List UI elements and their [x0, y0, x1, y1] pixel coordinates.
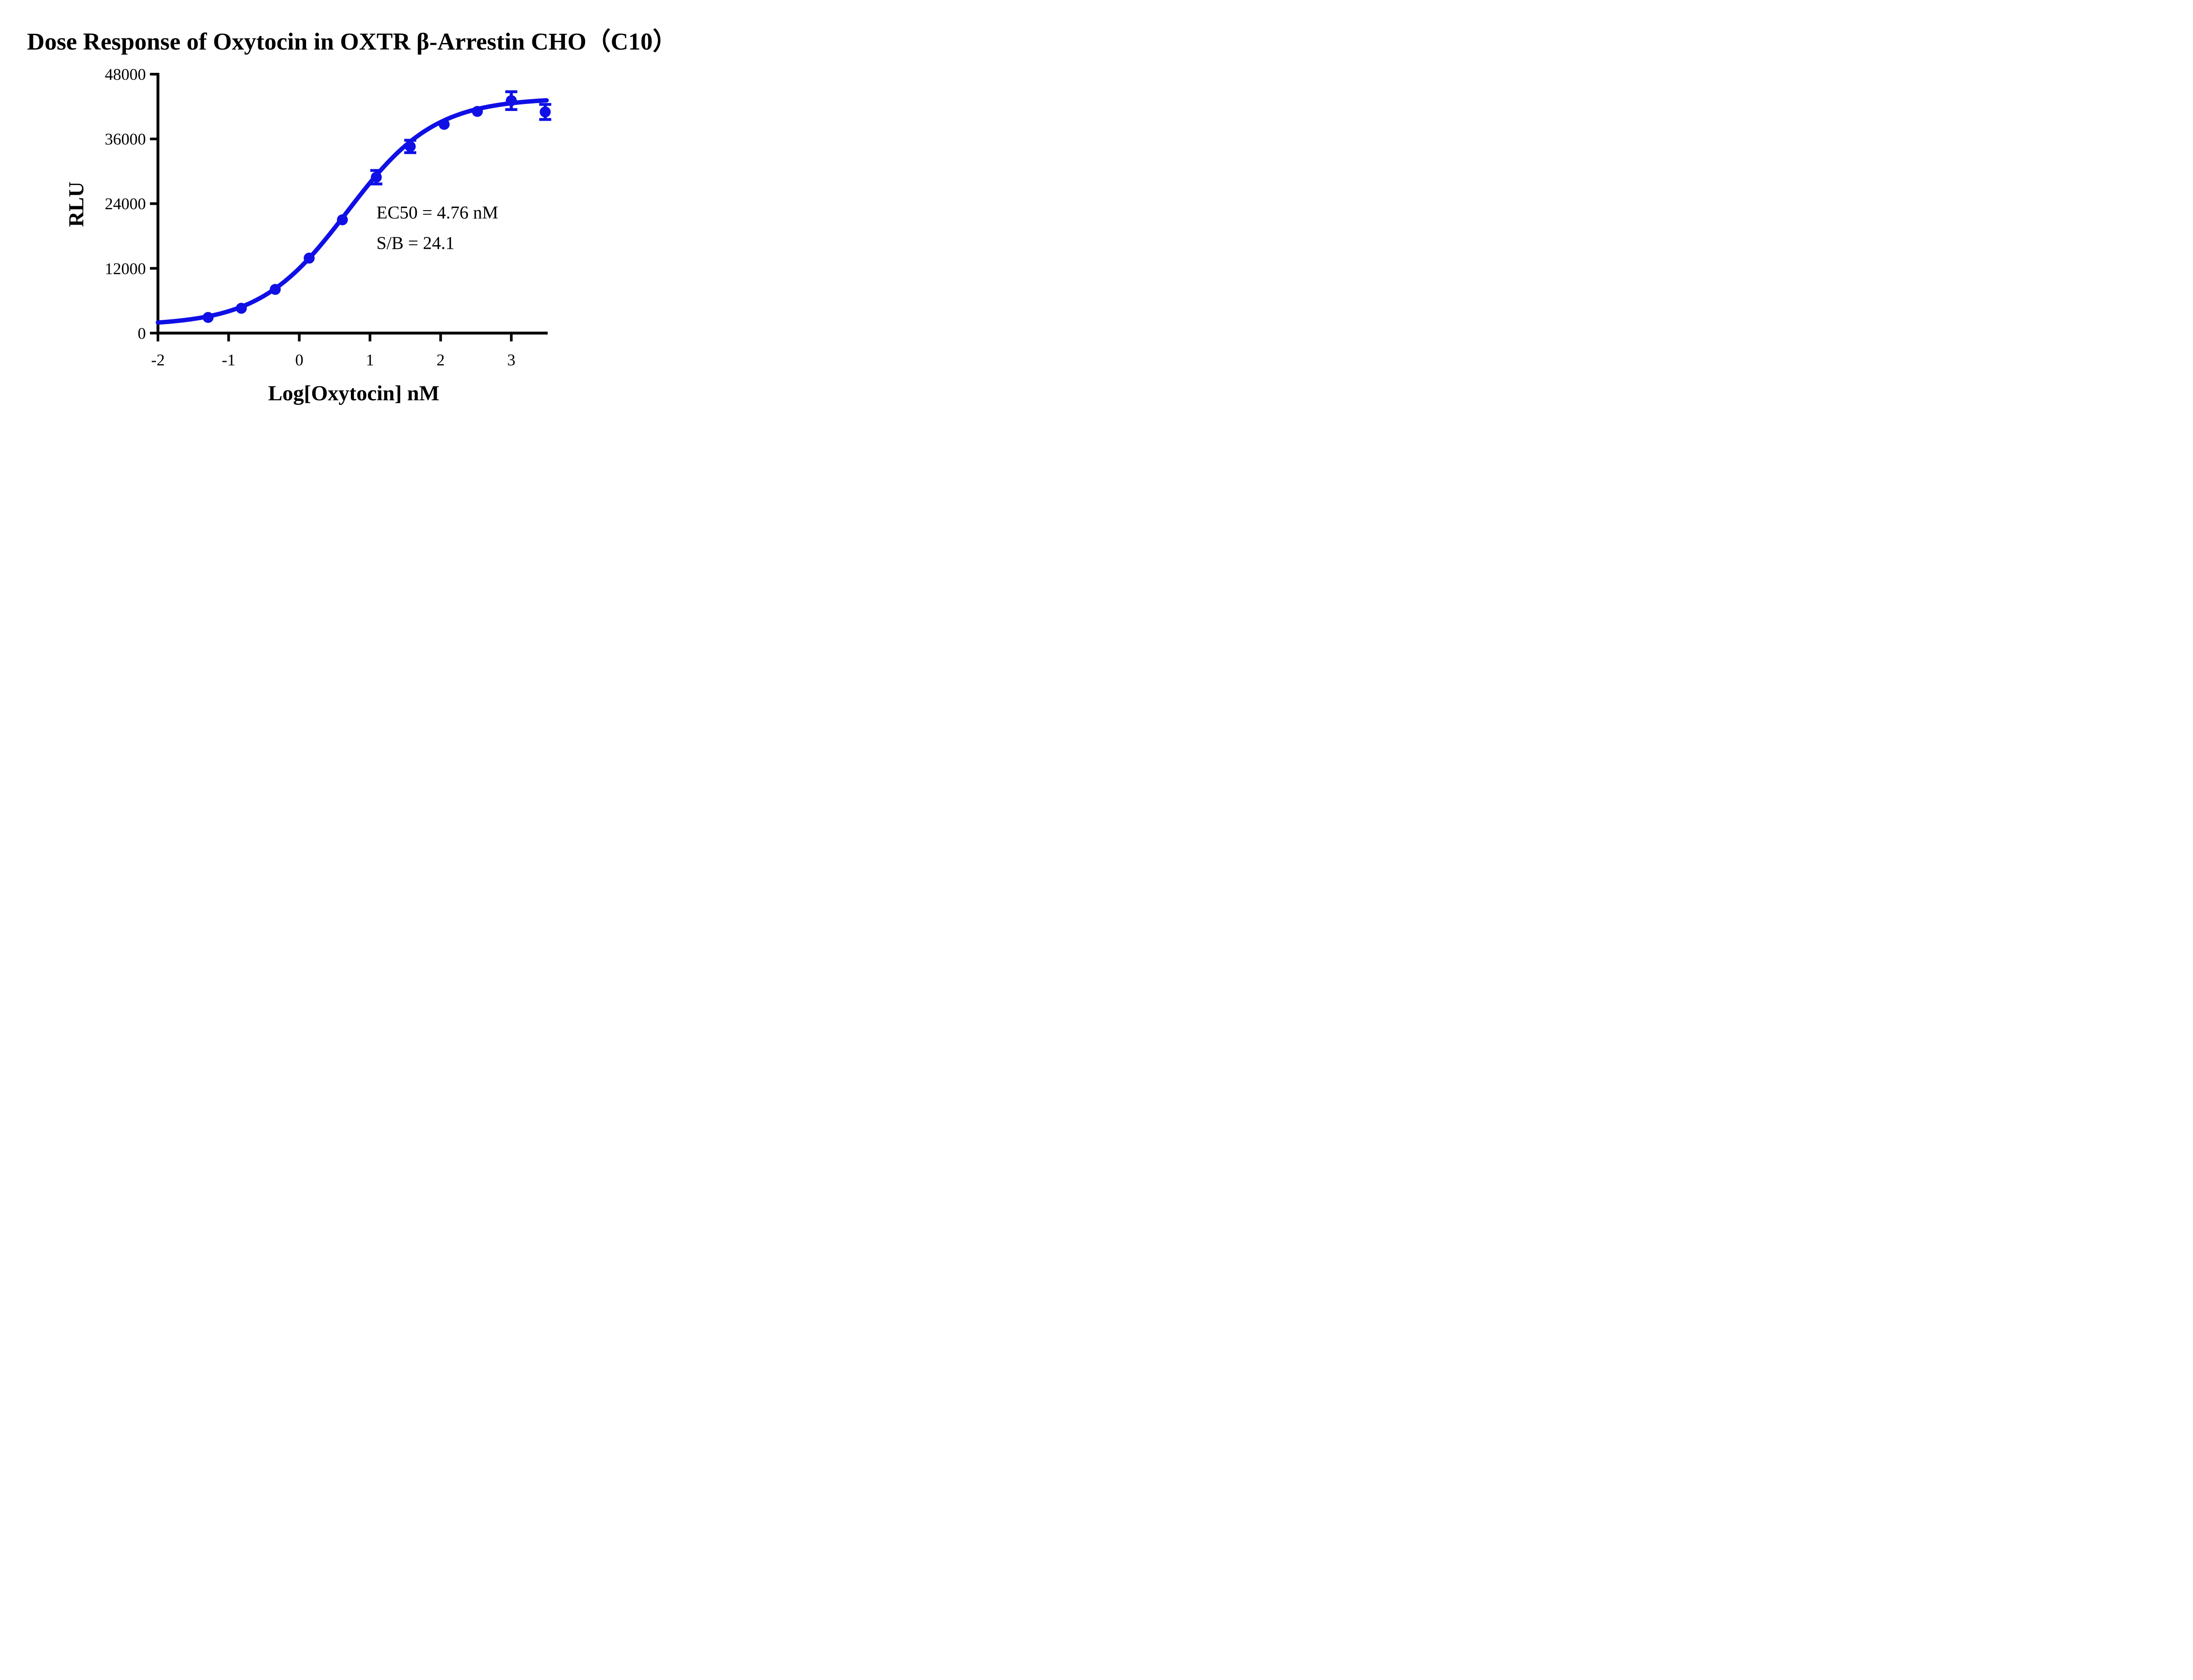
x-tick-label: 1 — [366, 351, 374, 369]
data-point — [471, 106, 483, 117]
ec50-annotation: EC50 = 4.76 nM — [376, 202, 498, 222]
data-point — [539, 106, 551, 118]
y-tick-label: 24000 — [105, 195, 146, 213]
data-point — [304, 252, 315, 264]
x-tick-label: -2 — [151, 351, 164, 369]
dose-response-chart: Dose Response of Oxytocin in OXTR β-Arre… — [27, 28, 677, 405]
x-axis-label: Log[Oxytocin] nM — [268, 381, 439, 405]
x-axis-ticks: -2 -1 0 1 2 3 — [151, 333, 515, 369]
data-point — [506, 95, 517, 106]
y-tick-label: 12000 — [105, 260, 146, 278]
fit-curve — [156, 98, 549, 325]
x-tick-label: 3 — [507, 351, 515, 369]
data-point — [203, 312, 214, 323]
data-series — [156, 90, 551, 325]
x-tick-label: 2 — [436, 351, 445, 369]
data-point — [270, 284, 281, 295]
chart-figure: Dose Response of Oxytocin in OXTR β-Arre… — [0, 0, 704, 420]
y-tick-label: 0 — [138, 325, 146, 343]
x-tick-label: 0 — [295, 351, 304, 369]
y-tick-label: 48000 — [105, 66, 146, 84]
x-tick-label: -1 — [222, 351, 236, 369]
y-axis-ticks: 0 12000 24000 36000 48000 — [105, 66, 158, 343]
y-axis-label: RLU — [64, 182, 88, 227]
y-tick-label: 36000 — [105, 131, 146, 149]
data-point — [371, 172, 382, 183]
chart-title: Dose Response of Oxytocin in OXTR β-Arre… — [27, 28, 677, 55]
sb-annotation: S/B = 24.1 — [376, 232, 454, 253]
data-point — [337, 214, 348, 225]
data-point — [439, 118, 450, 130]
data-point — [404, 141, 416, 152]
data-point — [236, 303, 247, 314]
